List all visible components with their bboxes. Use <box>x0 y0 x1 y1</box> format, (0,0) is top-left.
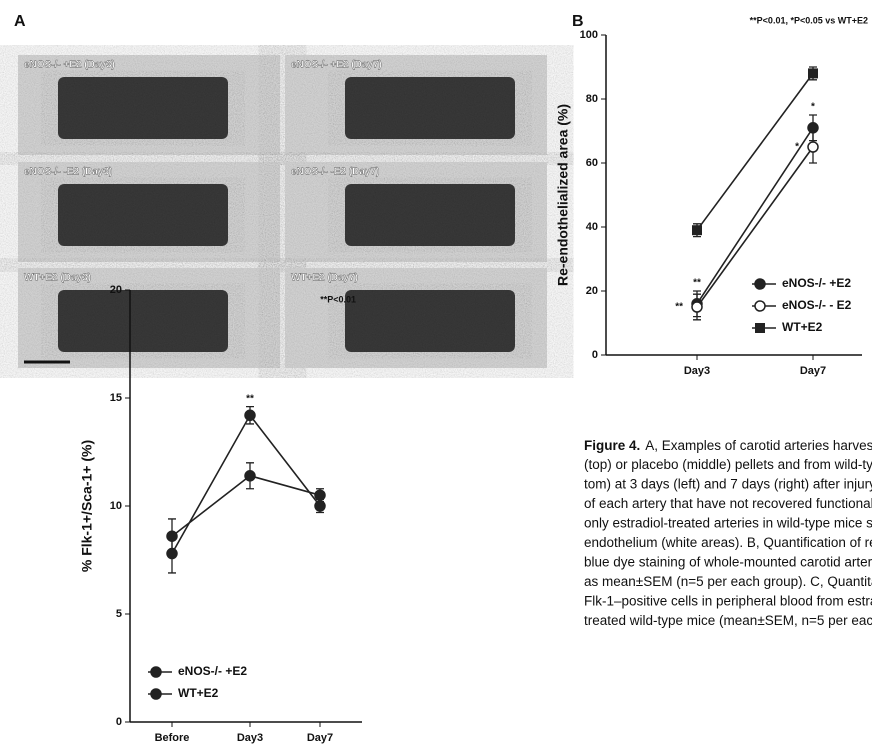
marker <box>755 323 765 333</box>
legend-label: WT+E2 <box>782 320 823 334</box>
caption-line: only estradiol-treated arteries in wild-… <box>584 516 872 531</box>
marker <box>754 278 766 290</box>
artery <box>58 290 228 352</box>
image-label: WT+E2 (Day7) <box>291 273 358 284</box>
image-label: eNOS-/- +E2 (Day7) <box>291 60 382 71</box>
y-tick-label: 20 <box>586 285 598 297</box>
x-tick-label: Before <box>155 732 190 744</box>
legend-label: eNOS-/- +E2 <box>782 276 851 290</box>
marker <box>244 470 256 482</box>
caption-line: endothelium (white areas). B, Quantifica… <box>584 535 872 550</box>
panel-label: A <box>14 13 26 30</box>
image-label: eNOS-/- -E2 (Day3) <box>24 167 112 178</box>
artery <box>345 77 515 139</box>
point-label: * <box>795 142 799 153</box>
x-tick-label: Day3 <box>684 365 710 377</box>
x-tick-label: Day3 <box>237 732 263 744</box>
point-label: ** <box>246 393 254 404</box>
caption-line: A, Examples of carotid arteries harveste… <box>645 438 872 453</box>
caption-line: tom) at 3 days (left) and 7 days (right)… <box>584 477 872 492</box>
y-tick-label: 60 <box>586 157 598 169</box>
annotation: **P<0.01 <box>320 294 356 304</box>
marker <box>150 666 162 678</box>
y-axis-label: % Flk-1+/Sca-1+ (%) <box>79 440 95 572</box>
caption-line: (top) or placebo (middle) pellets and fr… <box>584 457 872 472</box>
x-tick-label: Day7 <box>307 732 333 744</box>
series-line <box>696 72 814 231</box>
marker <box>692 225 702 236</box>
y-tick-label: 20 <box>110 284 122 296</box>
marker <box>808 68 818 79</box>
caption-line: treated wild-type mice (mean±SEM, n=5 pe… <box>584 613 872 628</box>
caption-line: blue dye staining of whole-mounted carot… <box>584 555 872 570</box>
image-label: WT+E2 (Day3) <box>24 273 91 284</box>
marker <box>754 300 766 312</box>
artery <box>58 184 228 246</box>
y-axis-label: Re-endothelialized area (%) <box>555 104 571 286</box>
caption-label: Figure 4. A, Examples of carotid arteries… <box>584 438 872 453</box>
panel-label: B <box>572 13 584 30</box>
series-line <box>696 127 814 305</box>
y-tick-label: 80 <box>586 93 598 105</box>
series-line <box>171 413 321 554</box>
caption-line: as mean±SEM (n=5 per each group). C, Qua… <box>584 574 872 589</box>
caption: Figure 4. A, Examples of carotid arteries… <box>584 438 872 629</box>
image-label: eNOS-/- +E2 (Day3) <box>24 60 115 71</box>
point-label: ** <box>675 302 683 313</box>
y-tick-label: 15 <box>110 392 122 404</box>
marker <box>244 409 256 422</box>
y-tick-label: 40 <box>586 221 598 233</box>
legend-label: eNOS-/- - E2 <box>782 298 852 312</box>
y-tick-label: 0 <box>116 716 122 728</box>
caption-line: of each artery that have not recovered f… <box>584 496 872 511</box>
artery <box>58 77 228 139</box>
y-tick-label: 5 <box>116 608 122 620</box>
caption-line: Flk-1–positive cells in peripheral blood… <box>584 594 872 609</box>
legend-label: WT+E2 <box>178 686 219 700</box>
marker <box>314 489 326 501</box>
point-label: ** <box>693 278 701 289</box>
legend-label: eNOS-/- +E2 <box>178 664 247 678</box>
point-label: * <box>811 102 815 113</box>
marker <box>150 688 162 700</box>
marker <box>807 141 819 153</box>
marker <box>691 301 703 313</box>
artery <box>345 184 515 246</box>
annotation: **P<0.01, *P<0.05 vs WT+E2 <box>750 15 868 25</box>
y-tick-label: 0 <box>592 349 598 361</box>
series-line <box>696 146 814 308</box>
series-line <box>171 474 321 537</box>
image-grid: eNOS-/- +E2 (Day3) eNOS-/- +E2 (Day7) eNOS… <box>18 55 547 368</box>
chart: 0 5 10 15 20 Before Day3 Day7 % Flk-1+/Sca-1+ (%… <box>79 284 362 744</box>
marker <box>314 500 326 512</box>
marker <box>166 530 178 542</box>
x-tick-label: Day7 <box>800 365 826 377</box>
chart: 0 20 40 60 80 100 Day3 Day7 Re-endothelialized a… <box>555 15 868 377</box>
image-label: eNOS-/- -E2 (Day7) <box>291 167 379 178</box>
caption-figure-label: Figure 4. <box>584 438 640 453</box>
artery <box>345 290 515 352</box>
y-tick-label: 100 <box>580 29 598 41</box>
y-tick-label: 10 <box>110 500 122 512</box>
